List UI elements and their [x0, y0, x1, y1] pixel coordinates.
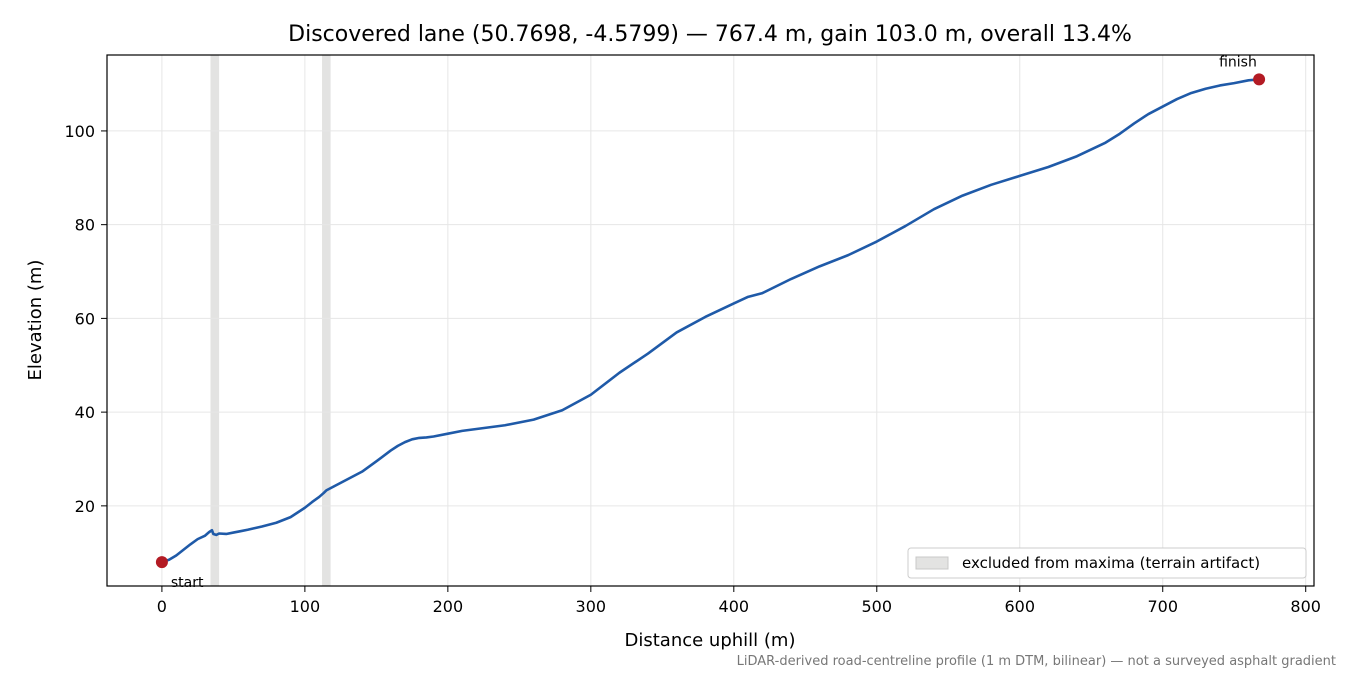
legend-swatch	[915, 556, 949, 570]
excluded-band-0	[210, 55, 220, 586]
start-marker	[155, 556, 168, 569]
x-tick-label-7: 700	[1147, 597, 1178, 616]
finish-marker	[1253, 73, 1266, 86]
x-tick-label-0: 0	[157, 597, 167, 616]
plot-area: start finish	[106, 54, 1315, 591]
marker-layer: start finish	[155, 54, 1266, 591]
plot-background	[107, 55, 1314, 586]
excluded-band-1	[322, 55, 331, 586]
y-axis-ticks: 20 40 60 80 100	[64, 122, 107, 516]
x-axis-label: Distance uphill (m)	[625, 630, 796, 651]
y-tick-label-2: 60	[75, 309, 95, 328]
elevation-profile-line-0	[160, 78, 1261, 564]
grid-lines	[107, 55, 1314, 586]
legend-label: excluded from maxima (terrain artifact)	[962, 554, 1260, 572]
x-tick-label-1: 100	[290, 597, 321, 616]
x-tick-label-8: 800	[1290, 597, 1321, 616]
y-tick-label-0: 20	[75, 497, 95, 516]
x-tick-label-3: 300	[576, 597, 607, 616]
y-tick-label-1: 40	[75, 403, 95, 422]
y-tick-label-3: 80	[75, 216, 95, 235]
start-label: start	[171, 575, 204, 591]
y-axis-label: Elevation (m)	[25, 260, 46, 381]
excluded-bands	[210, 55, 331, 586]
y-tick-label-4: 100	[64, 122, 95, 141]
x-tick-label-6: 600	[1004, 597, 1035, 616]
legend-box	[907, 547, 1307, 579]
x-tick-label-5: 500	[862, 597, 893, 616]
chart-title: Discovered lane (50.7698, -4.5799) — 767…	[288, 22, 1132, 47]
plot-frame	[106, 54, 1315, 587]
x-tick-label-4: 400	[719, 597, 750, 616]
x-tick-label-2: 200	[433, 597, 464, 616]
finish-label: finish	[1219, 54, 1257, 70]
x-axis-ticks: 0 100 200 300 400 500 600 700 800	[157, 586, 1321, 616]
footnote: LiDAR-derived road-centreline profile (1…	[737, 654, 1336, 669]
series-layer	[160, 78, 1261, 564]
legend: excluded from maxima (terrain artifact)	[907, 547, 1307, 579]
